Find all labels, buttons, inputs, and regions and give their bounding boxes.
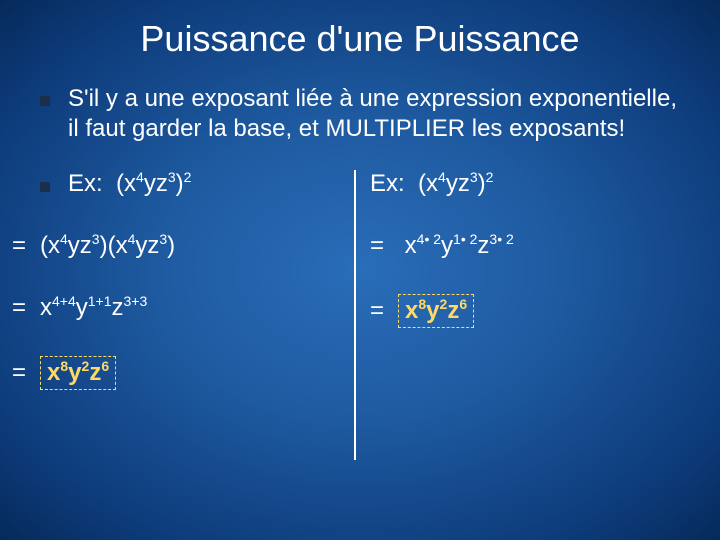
ex-label: Ex: [370, 170, 405, 197]
intro-text: S'il y a une exposant liée à une express… [68, 84, 680, 144]
exp-y: 1• 2 [453, 231, 477, 247]
page-title: Puissance d'une Puissance [0, 0, 720, 84]
exp-y: 1+1 [88, 293, 112, 309]
left-example-label-row: Ex: (x4yz3)2 [40, 170, 340, 198]
base-z: z [112, 294, 124, 321]
column-divider [354, 170, 356, 460]
left-result-row: =x8y2z6 [12, 356, 340, 390]
left-step-1: =(x4yz3)(x4yz3) [12, 232, 340, 260]
ex-expression: (x4yz3)2 [418, 170, 493, 197]
square-bullet-icon [40, 96, 50, 106]
content-area: S'il y a une exposant liée à une express… [0, 84, 720, 390]
base-y: y [76, 294, 88, 321]
equals-sign: = [12, 232, 40, 260]
equals-sign: = [370, 297, 398, 325]
exp-z: 3+3 [124, 293, 148, 309]
left-step-2: =x4+4y1+1z3+3 [12, 294, 340, 322]
base-x: x [405, 232, 417, 259]
equals-sign: = [12, 359, 40, 387]
right-example-label-row: Ex: (x4yz3)2 [370, 170, 680, 198]
exp-x: 4+4 [52, 293, 76, 309]
left-result-highlight: x8y2z6 [40, 356, 116, 390]
right-result-highlight: x8y2z6 [398, 294, 474, 328]
left-column: Ex: (x4yz3)2 =(x4yz3)(x4yz3) =x4+4y1+1z3… [40, 170, 360, 390]
ex-expression: (x4yz3)2 [116, 170, 191, 197]
intro-bullet-row: S'il y a une exposant liée à une express… [40, 84, 680, 144]
equals-sign: = [370, 232, 398, 260]
right-step-1: = x4• 2y1• 2z3• 2 [370, 232, 680, 260]
ex-label: Ex: [68, 170, 103, 197]
right-result-row: =x8y2z6 [370, 294, 680, 328]
two-column-layout: Ex: (x4yz3)2 =(x4yz3)(x4yz3) =x4+4y1+1z3… [40, 170, 680, 390]
base-y: y [441, 232, 453, 259]
equals-sign: = [12, 294, 40, 322]
right-column: Ex: (x4yz3)2 = x4• 2y1• 2z3• 2 =x8y2z6 [360, 170, 680, 390]
base-z: z [477, 232, 489, 259]
exp-z: 3• 2 [489, 231, 513, 247]
left-example-expr: Ex: (x4yz3)2 [68, 170, 191, 198]
base-x: x [40, 294, 52, 321]
square-bullet-icon [40, 182, 50, 192]
right-example-expr: Ex: (x4yz3)2 [370, 170, 493, 198]
exp-x: 4• 2 [417, 231, 441, 247]
